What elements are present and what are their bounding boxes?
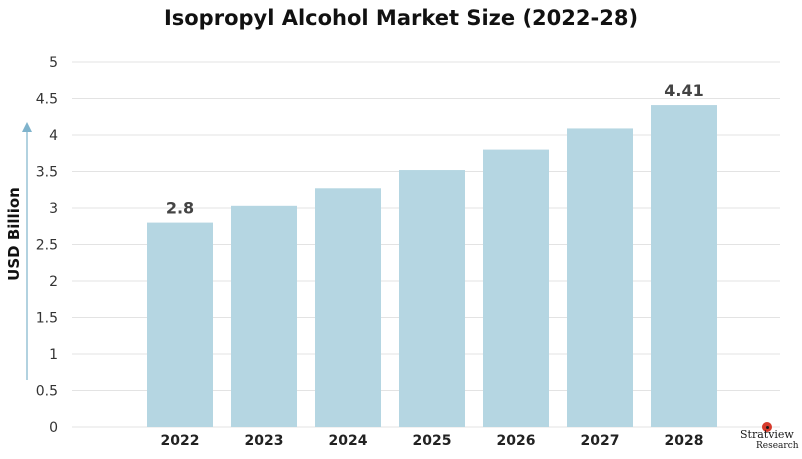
logo-sub: Research <box>756 441 799 451</box>
x-tick-label: 2023 <box>245 433 284 449</box>
chart-title: Isopropyl Alcohol Market Size (2022-28) <box>163 6 639 30</box>
bar-2028 <box>651 105 717 427</box>
logo-name: Stratview <box>740 428 794 441</box>
x-tick-label: 2024 <box>329 433 368 449</box>
y-tick-label: 1 <box>49 347 58 363</box>
x-tick-label: 2025 <box>413 433 452 449</box>
bar-2026 <box>483 149 549 427</box>
y-tick-label: 4.5 <box>36 92 58 108</box>
data-label: 2.8 <box>166 199 194 218</box>
logo-dot-icon <box>766 426 769 429</box>
bar-2024 <box>315 188 381 427</box>
y-tick-label: 1.5 <box>36 311 58 327</box>
y-tick-label: 2.5 <box>36 238 58 254</box>
y-axis-title: USD Billion <box>5 187 23 281</box>
stratview-logo: Stratview Research <box>722 422 799 458</box>
arrow-up-icon <box>22 122 32 132</box>
data-label: 4.41 <box>664 81 703 100</box>
y-tick-label: 5 <box>49 55 58 71</box>
y-tick-label: 0 <box>49 420 58 436</box>
y-tick-label: 3 <box>49 201 58 217</box>
bar-2025 <box>399 170 465 428</box>
x-tick-label: 2027 <box>581 433 620 449</box>
bar-2023 <box>231 205 297 427</box>
y-tick-label: 0.5 <box>36 384 58 400</box>
x-tick-label: 2022 <box>161 433 200 449</box>
y-tick-label: 4 <box>49 128 58 144</box>
x-tick-label: 2026 <box>497 433 536 449</box>
y-tick-label: 3.5 <box>36 165 58 181</box>
bar-2027 <box>567 128 633 427</box>
y-tick-label: 2 <box>49 274 58 290</box>
x-tick-label: 2028 <box>665 433 704 449</box>
bar-2022 <box>147 222 213 427</box>
